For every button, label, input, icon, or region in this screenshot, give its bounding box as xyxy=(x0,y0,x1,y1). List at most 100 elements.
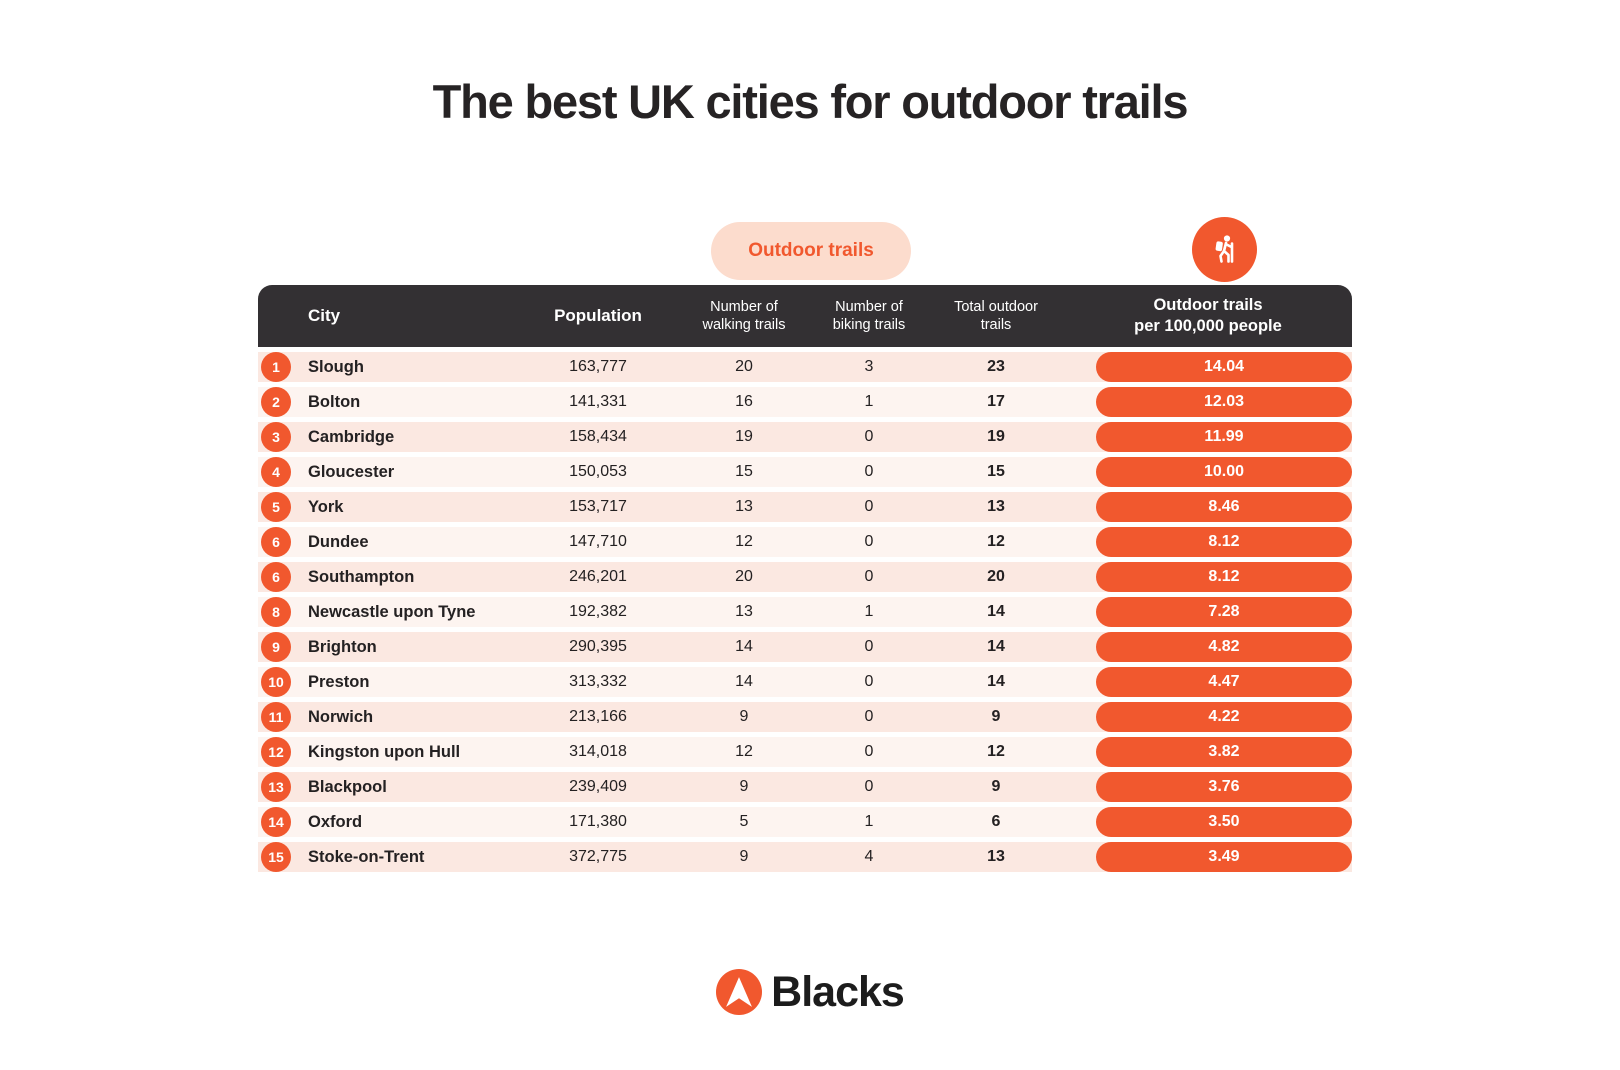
rank-cell: 1 xyxy=(258,352,302,382)
col-header-walking-trails: Number of walking trails xyxy=(702,298,786,333)
walking-trails-cell: 9 xyxy=(739,778,749,795)
per-capita-cell: 11.99 xyxy=(1064,422,1352,452)
total-trails-cell: 13 xyxy=(987,498,1005,515)
population-cell: 192,382 xyxy=(569,603,627,620)
brand-wordmark: Blacks xyxy=(771,967,905,1016)
city-cell: Gloucester xyxy=(308,462,395,481)
per-capita-pill: 12.03 xyxy=(1096,387,1352,417)
population-cell: 239,409 xyxy=(569,778,627,795)
population-cell: 314,018 xyxy=(569,743,627,760)
city-cell: Oxford xyxy=(308,812,363,831)
table-header-row: City Population Number of walking trails… xyxy=(258,285,1352,347)
per-capita-pill: 4.47 xyxy=(1096,667,1352,697)
per-capita-pill: 4.22 xyxy=(1096,702,1352,732)
rank-badge: 10 xyxy=(261,667,291,697)
walking-trails-cell: 12 xyxy=(735,743,753,760)
city-cell: Brighton xyxy=(308,637,377,656)
city-cell: Stoke-on-Trent xyxy=(308,847,425,866)
population-cell: 246,201 xyxy=(569,568,627,585)
rank-badge: 13 xyxy=(261,772,291,802)
rank-badge: 6 xyxy=(261,527,291,557)
population-cell: 313,332 xyxy=(569,673,627,690)
biking-trails-cell: 1 xyxy=(864,603,874,620)
rank-badge: 1 xyxy=(261,352,291,382)
rank-cell: 3 xyxy=(258,422,302,452)
per-capita-cell: 14.04 xyxy=(1064,352,1352,382)
table-row: 12 Kingston upon Hull 314,018 12 0 12 3.… xyxy=(258,737,1352,767)
rank-badge: 14 xyxy=(261,807,291,837)
per-capita-pill: 4.82 xyxy=(1096,632,1352,662)
biking-trails-cell: 1 xyxy=(864,813,874,830)
walking-trails-cell: 5 xyxy=(739,813,749,830)
table-row: 6 Southampton 246,201 20 0 20 8.12 xyxy=(258,562,1352,592)
table-row: 15 Stoke-on-Trent 372,775 9 4 13 3.49 xyxy=(258,842,1352,872)
per-capita-cell: 8.46 xyxy=(1064,492,1352,522)
per-capita-cell: 3.76 xyxy=(1064,772,1352,802)
per-capita-cell: 8.12 xyxy=(1064,527,1352,557)
total-trails-cell: 9 xyxy=(991,778,1001,795)
per-capita-pill: 8.12 xyxy=(1096,527,1352,557)
total-trails-cell: 14 xyxy=(987,638,1005,655)
col-header-city: City xyxy=(308,306,341,326)
rank-cell: 11 xyxy=(258,702,302,732)
per-capita-pill: 3.76 xyxy=(1096,772,1352,802)
rank-cell: 13 xyxy=(258,772,302,802)
table-body: 1 Slough 163,777 20 3 23 14.04 2 Bolton … xyxy=(258,352,1352,872)
trails-table: City Population Number of walking trails… xyxy=(258,285,1352,872)
per-capita-cell: 3.50 xyxy=(1064,807,1352,837)
city-cell: Cambridge xyxy=(308,427,395,446)
page-title: The best UK cities for outdoor trails xyxy=(432,75,1189,128)
walking-trails-cell: 20 xyxy=(735,358,753,375)
biking-trails-cell: 0 xyxy=(864,778,874,795)
total-trails-cell: 6 xyxy=(991,813,1001,830)
city-cell: Newcastle upon Tyne xyxy=(308,602,476,621)
rank-cell: 15 xyxy=(258,842,302,872)
table-row: 8 Newcastle upon Tyne 192,382 13 1 14 7.… xyxy=(258,597,1352,627)
rank-cell: 14 xyxy=(258,807,302,837)
outdoor-trails-tab-label: Outdoor trails xyxy=(748,240,874,261)
biking-trails-cell: 4 xyxy=(864,848,874,865)
city-cell: Kingston upon Hull xyxy=(308,742,461,761)
total-trails-cell: 23 xyxy=(987,358,1005,375)
walking-trails-cell: 12 xyxy=(735,533,753,550)
population-cell: 213,166 xyxy=(569,708,627,725)
total-trails-cell: 13 xyxy=(987,848,1005,865)
brand-logo: Blacks xyxy=(0,966,1620,1018)
city-cell: York xyxy=(308,497,344,516)
table-row: 3 Cambridge 158,434 19 0 19 11.99 xyxy=(258,422,1352,452)
table-row: 14 Oxford 171,380 5 1 6 3.50 xyxy=(258,807,1352,837)
biking-trails-cell: 0 xyxy=(864,673,874,690)
walking-trails-cell: 14 xyxy=(735,673,753,690)
rank-badge: 4 xyxy=(261,457,291,487)
city-cell: Dundee xyxy=(308,532,369,551)
outdoor-trails-tab[interactable]: Outdoor trails xyxy=(711,222,911,280)
col-header-total-trails: Total outdoor trails xyxy=(954,298,1038,333)
population-cell: 150,053 xyxy=(569,463,627,480)
biking-trails-cell: 0 xyxy=(864,533,874,550)
col-header-biking-trails: Number of biking trails xyxy=(832,298,906,333)
rank-badge: 12 xyxy=(261,737,291,767)
per-capita-cell: 3.49 xyxy=(1064,842,1352,872)
rank-badge: 9 xyxy=(261,632,291,662)
total-trails-cell: 17 xyxy=(987,393,1005,410)
biking-trails-cell: 0 xyxy=(864,463,874,480)
rank-cell: 2 xyxy=(258,387,302,417)
population-cell: 147,710 xyxy=(569,533,627,550)
rank-badge: 3 xyxy=(261,422,291,452)
per-capita-cell: 8.12 xyxy=(1064,562,1352,592)
table-row: 9 Brighton 290,395 14 0 14 4.82 xyxy=(258,632,1352,662)
walking-trails-cell: 13 xyxy=(735,603,753,620)
population-cell: 290,395 xyxy=(569,638,627,655)
per-capita-pill: 3.50 xyxy=(1096,807,1352,837)
per-capita-pill: 11.99 xyxy=(1096,422,1352,452)
rank-cell: 5 xyxy=(258,492,302,522)
rank-cell: 12 xyxy=(258,737,302,767)
walking-trails-cell: 13 xyxy=(735,498,753,515)
rank-cell: 6 xyxy=(258,527,302,557)
per-capita-cell: 7.28 xyxy=(1064,597,1352,627)
walking-trails-cell: 14 xyxy=(735,638,753,655)
total-trails-cell: 15 xyxy=(987,463,1005,480)
rank-cell: 9 xyxy=(258,632,302,662)
per-capita-cell: 4.47 xyxy=(1064,667,1352,697)
